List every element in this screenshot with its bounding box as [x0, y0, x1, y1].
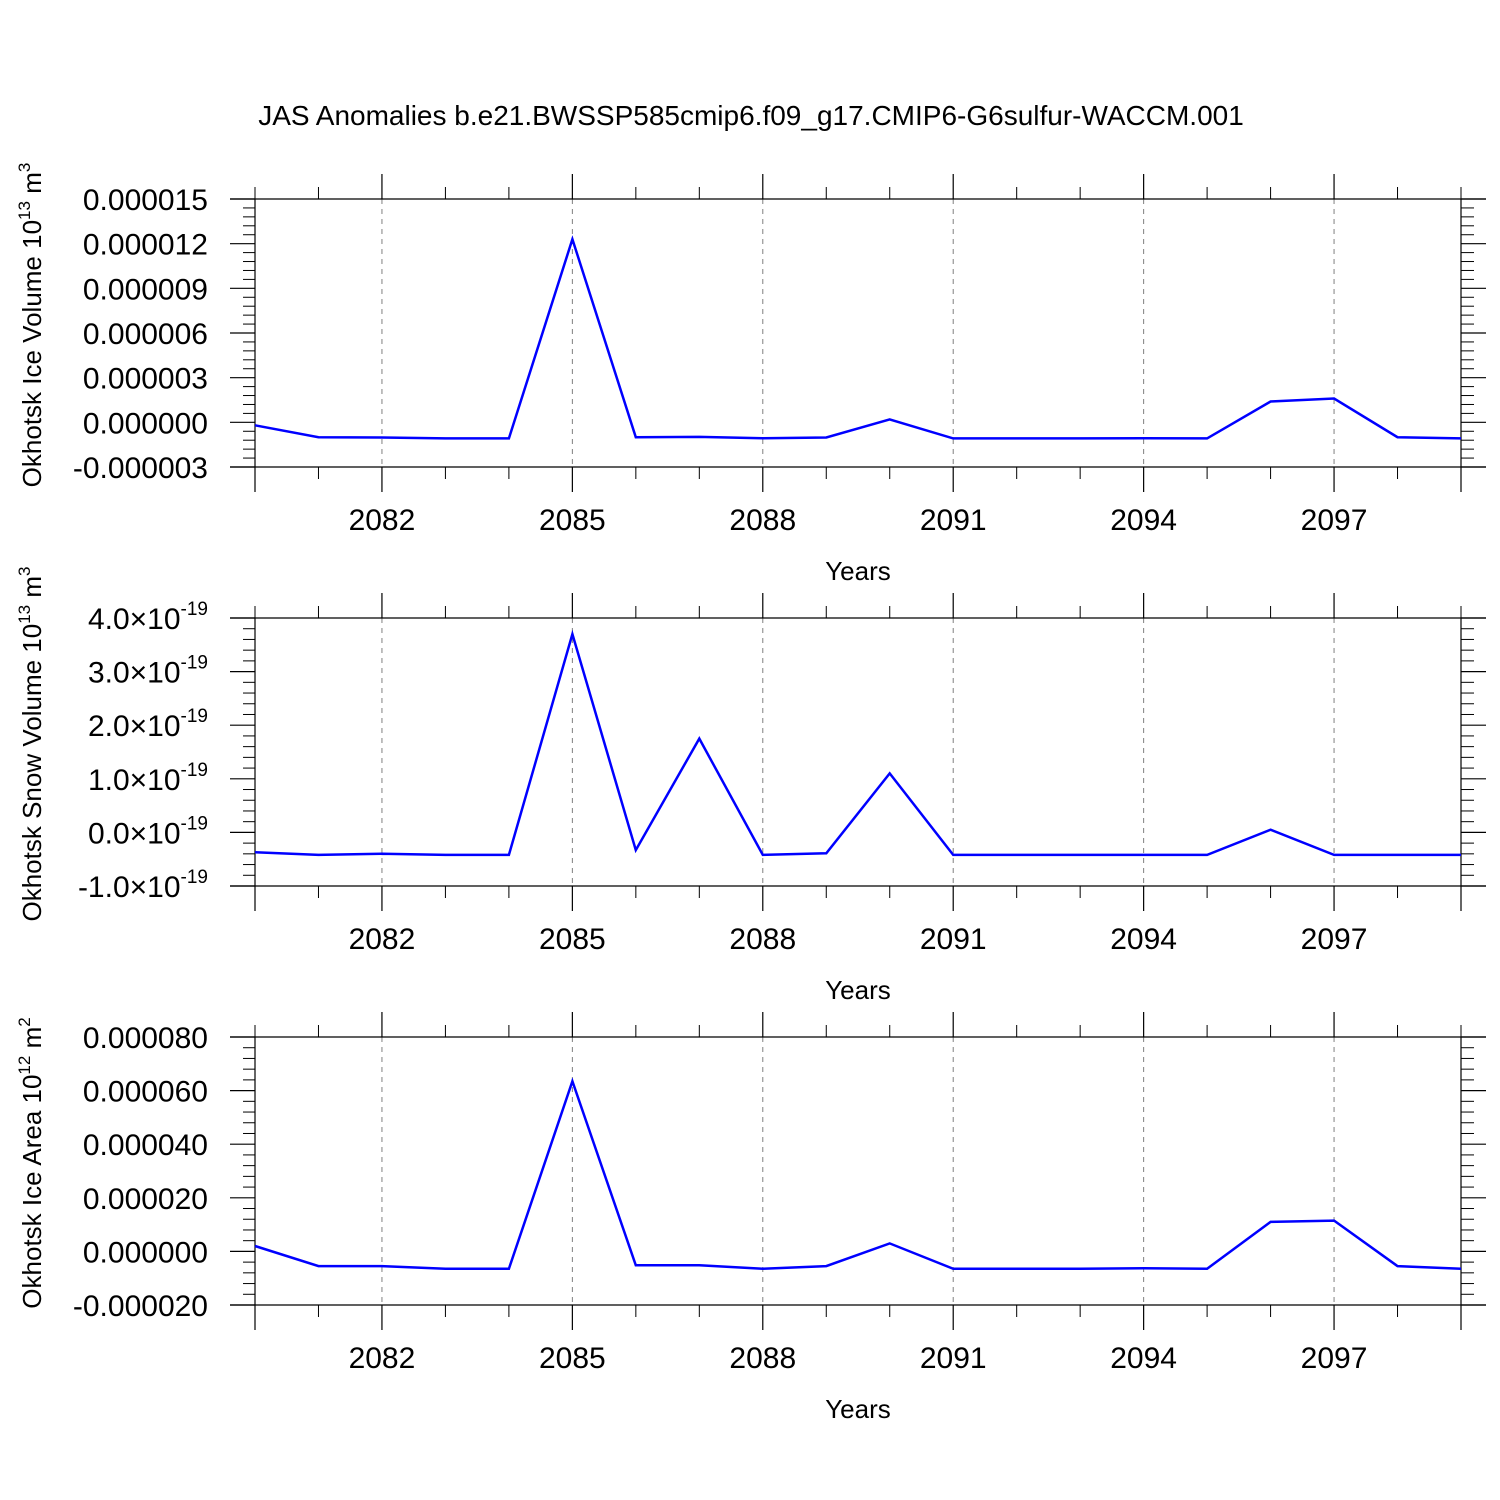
panel-3: 2082 2085 2088 2091 2094 2097 -0.000020 0.00000… [15, 1012, 1486, 1424]
y-tick-exponent: -19 [181, 599, 208, 620]
y-tick-label: 0.0×10-19 [88, 813, 208, 850]
y-tick-label: 0.000020 [83, 1183, 208, 1216]
y-tick-label: -1.0×10-19 [78, 867, 208, 904]
y-axis-label: Okhotsk Ice Volume 1013 m3 [15, 163, 47, 488]
y-tick-exponent: -19 [181, 813, 208, 834]
y-tick-exponent: -19 [181, 653, 208, 674]
x-tick-label: 2085 [539, 504, 606, 537]
y-axis-label: Okhotsk Snow Volume 1013 m3 [15, 567, 47, 922]
y-tick-exponent: -19 [181, 867, 208, 888]
x-tick-label: 2082 [349, 923, 416, 956]
x-tick-label: 2097 [1301, 923, 1368, 956]
y-axis-label-sup: 13 [15, 605, 34, 624]
y-axis-label-unit-sup: 3 [15, 163, 34, 172]
y-tick-label: -0.000020 [73, 1290, 208, 1323]
y-tick-label: 0.000006 [83, 318, 208, 351]
y-tick-label: 3.0×10-19 [88, 653, 208, 690]
y-tick-label: 0.000003 [83, 363, 208, 396]
x-tick-label: 2088 [729, 1342, 796, 1375]
series-line [254, 235, 1462, 440]
x-axis-label: Years [825, 556, 891, 586]
x-tick-label: 2085 [539, 1342, 606, 1375]
x-tick-label: 2094 [1110, 923, 1177, 956]
y-tick-label: 0.000000 [83, 1236, 208, 1269]
panel-2: 2082 2085 2088 2091 2094 2097 -1.0×10-19 0.0×10… [15, 567, 1486, 1005]
y-axis-label-sup: 12 [15, 1056, 34, 1075]
x-tick-label: 2091 [920, 923, 987, 956]
x-tick-label: 2091 [920, 1342, 987, 1375]
y-tick-label: 0.000080 [83, 1022, 208, 1055]
x-tick-label: 2085 [539, 923, 606, 956]
x-tick-label: 2091 [920, 504, 987, 537]
y-tick-label: 1.0×10-19 [88, 760, 208, 797]
y-tick-label: 2.0×10-19 [88, 706, 208, 743]
y-tick-label: 0.000015 [83, 184, 208, 217]
y-tick-label: -0.000003 [73, 452, 208, 485]
y-tick-label: 0.000060 [83, 1076, 208, 1109]
y-tick-label: 4.0×10-19 [88, 599, 208, 636]
panel-1: 2082 2085 2088 2091 2094 2097 -0.000003 0.00000… [15, 163, 1486, 586]
y-axis-label-unit-sup: 2 [15, 1017, 34, 1026]
x-tick-label: 2088 [729, 504, 796, 537]
x-tick-label: 2088 [729, 923, 796, 956]
series-line [254, 1077, 1462, 1271]
y-tick-label: 0.000012 [83, 229, 208, 262]
figure-title: JAS Anomalies b.e21.BWSSP585cmip6.f09_g1… [258, 100, 1244, 131]
x-tick-label: 2097 [1301, 504, 1368, 537]
x-tick-label: 2097 [1301, 1342, 1368, 1375]
x-axis-label: Years [825, 975, 891, 1005]
y-tick-label: 0.000009 [83, 273, 208, 306]
x-tick-label: 2082 [349, 1342, 416, 1375]
y-axis-label-unit-sup: 3 [15, 567, 34, 576]
y-axis-label: Okhotsk Ice Area 1012 m2 [15, 1017, 47, 1308]
series-line [254, 629, 1461, 857]
x-tick-label: 2082 [349, 504, 416, 537]
x-tick-label: 2094 [1110, 1342, 1177, 1375]
x-tick-label: 2094 [1110, 504, 1177, 537]
y-tick-label: 0.000000 [83, 407, 208, 440]
y-tick-exponent: -19 [181, 706, 208, 727]
y-tick-label: 0.000040 [83, 1129, 208, 1162]
y-axis-label-sup: 13 [15, 201, 34, 220]
x-axis-label: Years [825, 1394, 891, 1424]
y-tick-exponent: -19 [181, 760, 208, 781]
